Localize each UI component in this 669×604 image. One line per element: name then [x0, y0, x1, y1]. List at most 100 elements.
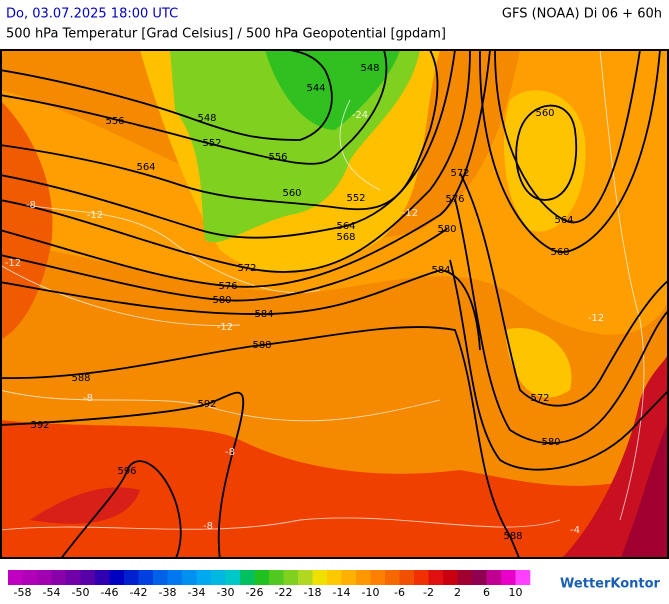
geopotential-label: 556: [105, 116, 124, 127]
legend-swatch: [80, 570, 96, 585]
field: [1, 101, 53, 340]
geopotential-label: 596: [117, 466, 136, 477]
geopotential-label: 556: [268, 152, 287, 163]
legend-swatch: [356, 570, 371, 585]
legend-swatch: [399, 570, 415, 585]
legend-label: -42: [130, 586, 148, 599]
legend-swatch: [225, 570, 241, 585]
legend-swatch: [182, 570, 197, 585]
legend-swatch: [312, 570, 328, 585]
geopotential-label: 568: [550, 247, 569, 258]
legend-label: -22: [275, 586, 293, 599]
isotherm-label: -12: [588, 313, 604, 324]
isotherm-label: -12: [5, 258, 21, 269]
isotherm-label: -24: [352, 110, 368, 121]
legend-swatch: [457, 570, 473, 585]
legend-swatch: [8, 570, 23, 585]
geopotential-label: 580: [212, 295, 231, 306]
field: [30, 487, 140, 524]
geopotential-label: 580: [541, 437, 560, 448]
geopotential-contours: [1, 50, 668, 558]
legend-swatch: [501, 570, 516, 585]
geopotential-label: 552: [346, 193, 365, 204]
isotherm-label: -12: [402, 208, 418, 219]
subtitle: 500 hPa Temperatur [Grad Celsius] / 500 …: [6, 27, 446, 42]
legend-swatch: [370, 570, 386, 585]
geopotential-label: 584: [431, 265, 450, 276]
legend-swatch: [472, 570, 487, 585]
legend-label: -50: [72, 586, 90, 599]
legend-swatch: [196, 570, 212, 585]
geopotential-label: 548: [197, 113, 216, 124]
field: [1, 50, 668, 335]
legend-swatch: [341, 570, 357, 585]
geopotential-label: 564: [554, 215, 573, 226]
geopotential-label: 564: [336, 221, 355, 232]
legend-swatch: [51, 570, 67, 585]
field: [620, 422, 668, 558]
legend-swatch: [298, 570, 313, 585]
isotherm-label: -12: [87, 210, 103, 221]
legend-swatch: [443, 570, 458, 585]
geopotential-label: 560: [535, 108, 554, 119]
legend-label: -14: [333, 586, 351, 599]
geopotential-label: 588: [503, 531, 522, 542]
geopotential-label: 576: [445, 194, 464, 205]
isotherm-label: -8: [203, 521, 213, 532]
geopotential-label: 572: [237, 263, 256, 274]
legend-label: -6: [394, 586, 405, 599]
legend-label: -26: [246, 586, 264, 599]
map-frame: [0, 49, 669, 559]
geopotential-label: 584: [254, 309, 273, 320]
legend-swatch: [138, 570, 154, 585]
geopotential-label: 568: [336, 232, 355, 243]
isotherms: [1, 50, 645, 531]
geopotential-label: 548: [360, 63, 379, 74]
legend-swatch: [385, 570, 400, 585]
legend-swatch: [327, 570, 342, 585]
geopotential-label: 588: [252, 340, 271, 351]
map: [0, 49, 669, 559]
legend-label: 6: [483, 586, 490, 599]
legend-swatch: [167, 570, 183, 585]
legend-label: -46: [101, 586, 119, 599]
legend-swatch: [124, 570, 139, 585]
geopotential-label: 572: [450, 168, 469, 179]
geopotential-label: 564: [136, 162, 155, 173]
legend-label: -54: [43, 586, 61, 599]
legend-swatch: [153, 570, 168, 585]
legend-label: -2: [423, 586, 434, 599]
isotherm-label: -12: [217, 322, 233, 333]
geopotential-label: 552: [202, 138, 221, 149]
legend-label: -30: [217, 586, 235, 599]
legend-swatch: [486, 570, 502, 585]
legend-label: -10: [362, 586, 380, 599]
legend-swatch: [22, 570, 38, 585]
geopotential-label: 592: [197, 399, 216, 410]
legend-swatch: [428, 570, 444, 585]
legend-swatch: [66, 570, 81, 585]
legend-label: -34: [188, 586, 206, 599]
geopotential-label: 592: [30, 420, 49, 431]
legend-swatch: [283, 570, 299, 585]
legend-label: -38: [159, 586, 177, 599]
isotherm-label: -4: [570, 525, 580, 536]
field: [504, 90, 586, 398]
geopotential-label: 572: [530, 393, 549, 404]
legend-swatch: [37, 570, 52, 585]
isotherm-label: -8: [26, 200, 36, 211]
legend-label: -58: [14, 586, 32, 599]
geopotential-label: 588: [71, 373, 90, 384]
legend-label: 2: [454, 586, 461, 599]
legend-swatch: [414, 570, 429, 585]
legend-swatch: [515, 570, 531, 585]
geopotential-label: 576: [218, 281, 237, 292]
datetime: Do, 03.07.2025 18:00 UTC: [6, 7, 178, 22]
brand: WetterKontor: [560, 577, 661, 592]
legend-swatch: [95, 570, 110, 585]
legend-swatch: [254, 570, 270, 585]
field: [265, 50, 400, 130]
legend-swatch: [269, 570, 284, 585]
legend-swatch: [109, 570, 125, 585]
